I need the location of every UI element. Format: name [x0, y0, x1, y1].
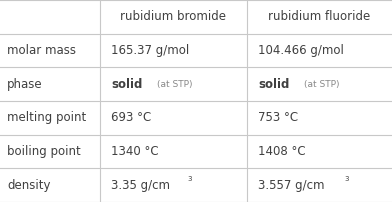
Text: 3: 3 — [345, 176, 349, 182]
Text: (at STP): (at STP) — [304, 80, 340, 89]
Text: molar mass: molar mass — [7, 44, 76, 57]
Text: 753 °C: 753 °C — [258, 111, 298, 124]
Text: rubidium bromide: rubidium bromide — [120, 10, 227, 23]
Text: (at STP): (at STP) — [157, 80, 193, 89]
Text: boiling point: boiling point — [7, 145, 81, 158]
Text: density: density — [7, 179, 51, 192]
Text: 165.37 g/mol: 165.37 g/mol — [111, 44, 189, 57]
Text: solid: solid — [258, 78, 289, 91]
Text: 1408 °C: 1408 °C — [258, 145, 305, 158]
Text: rubidium fluoride: rubidium fluoride — [269, 10, 370, 23]
Text: 3.35 g/cm: 3.35 g/cm — [111, 179, 170, 192]
Text: melting point: melting point — [7, 111, 86, 124]
Text: 104.466 g/mol: 104.466 g/mol — [258, 44, 344, 57]
Text: 3: 3 — [188, 176, 192, 182]
Text: 3.557 g/cm: 3.557 g/cm — [258, 179, 325, 192]
Text: solid: solid — [111, 78, 142, 91]
Text: 693 °C: 693 °C — [111, 111, 151, 124]
Text: 1340 °C: 1340 °C — [111, 145, 158, 158]
Text: phase: phase — [7, 78, 43, 91]
